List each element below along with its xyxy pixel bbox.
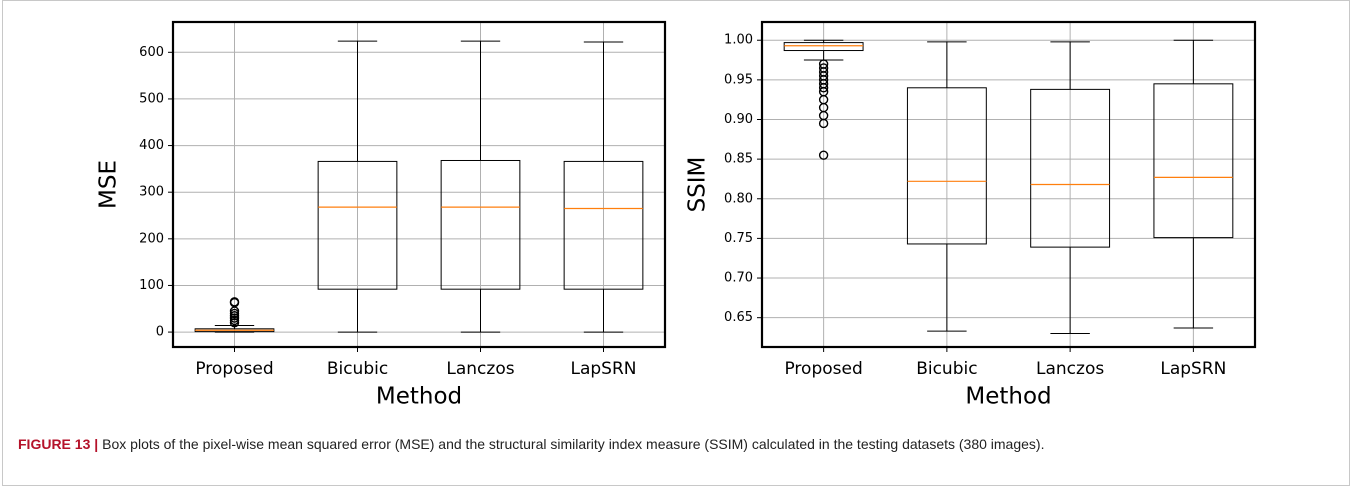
x-tick-label: Lanczos: [446, 359, 514, 379]
x-tick-label: LapSRN: [1160, 359, 1226, 379]
chart: 0 100 200 300 400 500 600 Proposed Bicubic Lanczo…: [96, 20, 667, 410]
y-tick-label: 0.95: [724, 72, 753, 87]
plot-frame: [760, 20, 1257, 349]
y-tick-label: 0.70: [724, 271, 753, 286]
y-tick-label: 600: [139, 45, 164, 60]
y-tick-label: 500: [139, 91, 164, 106]
box: [906, 87, 987, 245]
y-tick-label: 100: [139, 278, 164, 293]
box: [1153, 83, 1234, 239]
y-tick-label: 0: [156, 325, 164, 340]
y-tick-label: 0.65: [724, 310, 753, 325]
y-tick-label: 200: [139, 231, 164, 246]
box: [783, 42, 864, 52]
x-tick-label: Lanczos: [1036, 359, 1104, 379]
outlier: [818, 59, 829, 69]
x-axis-label: Method: [376, 384, 462, 410]
y-axis-label: MSE: [96, 160, 122, 209]
x-axis-label: Method: [965, 384, 1051, 410]
caption: FIGURE 13 | Box plots of the pixel-wise m…: [18, 434, 1318, 455]
x-tick-label: LapSRN: [571, 359, 637, 379]
box: [317, 160, 398, 290]
x-tick-label: Proposed: [195, 359, 273, 379]
y-tick-label: 0.80: [724, 191, 753, 206]
y-tick-label: 400: [139, 138, 164, 153]
outlier: [229, 297, 240, 307]
y-tick-label: 0.85: [724, 152, 753, 167]
x-tick-label: Bicubic: [327, 359, 388, 379]
figure-frame: [2, 0, 1350, 486]
caption-text: Box plots of the pixel-wise mean squared…: [102, 436, 1045, 452]
y-tick-label: 1.00: [724, 33, 753, 48]
y-axis-label: SSIM: [685, 157, 711, 213]
chart: 0.65 0.70 0.75 0.80 0.85 0.90 0.95 1.00 Proposed…: [685, 20, 1257, 410]
outlier: [818, 63, 829, 73]
x-tick-label: Bicubic: [916, 359, 977, 379]
y-tick-label: 300: [139, 185, 164, 200]
outlier: [818, 150, 829, 160]
y-tick-label: 0.75: [724, 231, 753, 246]
box: [440, 159, 521, 290]
box: [1030, 88, 1111, 248]
box: [563, 160, 644, 290]
x-tick-label: Proposed: [784, 359, 862, 379]
charts: 0 100 200 300 400 500 600 Proposed Bicubic Lanczo…: [96, 20, 1257, 410]
caption-label: FIGURE 13 |: [18, 436, 99, 452]
y-tick-label: 0.90: [724, 112, 753, 127]
plot-frame: [171, 20, 667, 349]
